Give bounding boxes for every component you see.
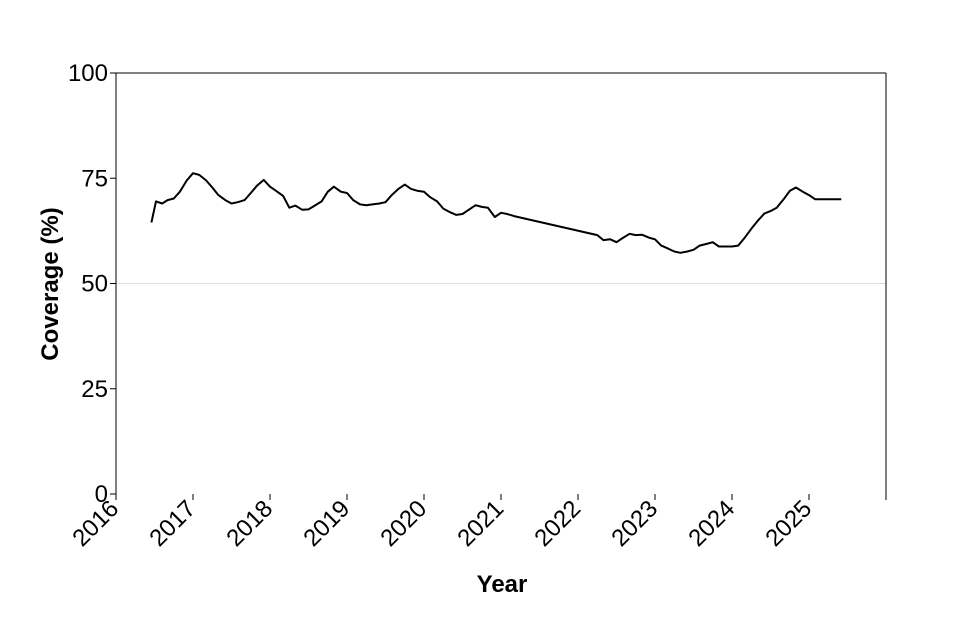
x-tick-label: 2017 — [144, 495, 201, 552]
y-tick-label: 75 — [81, 165, 108, 192]
series-layer — [150, 172, 842, 254]
y-axis-title: Coverage (%) — [37, 207, 64, 360]
y-tick-label: 100 — [68, 60, 108, 87]
x-tick-label: 2023 — [606, 495, 663, 552]
y-tick-labels: 0 25 50 75 100 — [68, 60, 108, 508]
y-tick-label: 50 — [81, 271, 108, 298]
x-tick-label: 2021 — [452, 495, 509, 552]
y-tick-label: 0 — [95, 481, 108, 508]
x-tick-label: 2020 — [375, 495, 432, 552]
axes — [110, 72, 887, 500]
series-line-0 — [150, 172, 842, 254]
x-axis-title: Year — [477, 571, 528, 598]
x-tick-label: 2025 — [760, 495, 817, 552]
x-tick-label: 2024 — [683, 495, 740, 552]
x-tick-label: 2019 — [298, 495, 355, 552]
x-tick-label: 2022 — [529, 495, 586, 552]
x-tick-label: 2018 — [221, 495, 278, 552]
x-tick-labels: 2016 2017 2018 2019 2020 2021 2022 2023 2024 2025 — [67, 495, 817, 552]
y-tick-label: 25 — [81, 376, 108, 403]
